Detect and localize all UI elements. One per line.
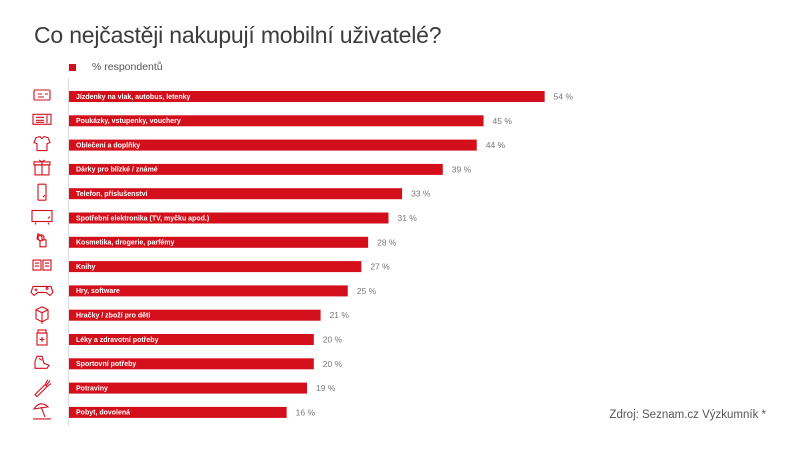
beach-umbrella-icon — [32, 403, 51, 420]
tv-icon — [31, 209, 53, 225]
bar-value-label: 25 % — [357, 286, 377, 296]
bar-category-label: Telefon, příslušenství — [76, 191, 148, 198]
legend-label: % respondentů — [92, 61, 163, 73]
legend: % respondentů — [69, 61, 163, 73]
cosmetics-icon — [36, 232, 47, 248]
bar — [69, 212, 389, 224]
bar — [69, 188, 403, 200]
legend-swatch — [69, 63, 76, 71]
gamepad-icon — [30, 285, 54, 297]
bar-value-label: 31 % — [397, 213, 417, 223]
bar-category-label: Kosmetika, drogerie, parfémy — [76, 240, 175, 247]
bar-value-label: 21 % — [330, 310, 350, 320]
bar-category-label: Léky a zdravotní potřeby — [76, 337, 159, 344]
bar-category-label: Hračky / zboží pro děti — [76, 313, 150, 320]
gift-icon — [33, 159, 51, 176]
bar — [69, 285, 348, 297]
medicine-icon — [36, 329, 48, 346]
bar-value-label: 20 % — [323, 335, 343, 345]
bar-value-label: 28 % — [377, 237, 397, 247]
bar-category-label: Oblečení a doplňky — [76, 142, 140, 149]
bar-category-label: Sportovní potřeby — [76, 361, 136, 368]
bar — [69, 261, 362, 273]
bar — [69, 406, 287, 418]
sports-shoe-icon — [34, 355, 50, 369]
bar — [69, 309, 321, 321]
bar-category-label: Poukázky, vstupenky, vouchery — [76, 118, 181, 125]
bar — [69, 236, 369, 248]
category-axis-line — [68, 78, 69, 426]
bar-category-label: Jízdenky na vlak, autobus, letenky — [76, 94, 190, 101]
bar-category-label: Pobyt, dovolená — [76, 410, 130, 417]
bar-category-label: Spotřební elektronika (TV, myčku apod.) — [76, 215, 209, 222]
bar — [69, 115, 484, 127]
bar — [69, 163, 443, 175]
bar-value-label: 20 % — [323, 359, 343, 369]
bar-category-label: Potraviny — [76, 385, 108, 392]
bar-category-label: Knihy — [76, 264, 96, 271]
bar — [69, 382, 308, 394]
bar-value-label: 44 % — [486, 140, 506, 150]
voucher-icon — [32, 113, 52, 125]
bar — [69, 358, 314, 370]
bar-value-label: 19 % — [316, 383, 336, 393]
source-note: Zdroj: Seznam.cz Výzkumník * — [609, 409, 766, 421]
clothing-icon — [33, 135, 51, 152]
bar-value-label: 16 % — [296, 407, 316, 417]
bar-category-label: Hry, software — [76, 288, 120, 295]
bar-value-label: 39 % — [452, 164, 472, 174]
chart-title: Co nejčastěji nakupují mobilní uživatelé… — [34, 22, 442, 48]
bar — [69, 334, 314, 345]
ticket-icon — [33, 89, 51, 101]
phone-icon — [37, 183, 47, 201]
bar-value-label: 45 % — [493, 116, 513, 126]
bar — [69, 139, 477, 151]
bar — [69, 91, 545, 102]
bar-value-label: 33 % — [411, 189, 431, 199]
bar-category-label: Dárky pro blízké / známé — [76, 167, 158, 174]
bar-value-label: 54 % — [554, 92, 574, 102]
bar-value-label: 27 % — [370, 262, 390, 272]
book-icon — [32, 259, 52, 271]
carrot-icon — [34, 379, 52, 398]
toy-box-icon — [35, 306, 49, 324]
